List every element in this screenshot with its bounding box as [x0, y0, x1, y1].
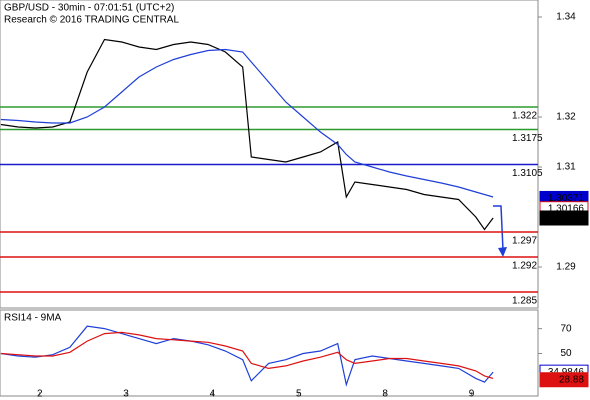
- y-tick-label: 1.34: [556, 12, 576, 23]
- price-label: 28.88: [559, 374, 584, 385]
- level-label: 1.3175: [512, 133, 543, 144]
- series-line: [0, 48, 494, 198]
- price-label: 1.2998: [553, 213, 584, 224]
- y-tick-label: 70: [560, 323, 572, 334]
- rsi-title: RSI14 - 9MA: [4, 313, 62, 324]
- x-tick-label: 4: [210, 389, 216, 400]
- x-tick-label: 9: [469, 389, 475, 400]
- forecast-arrow: [493, 205, 504, 251]
- price-label-box: [539, 372, 589, 388]
- price-label: 1.30166: [548, 203, 585, 214]
- y-tick-label: 50: [560, 348, 572, 359]
- rsi-frame: [0, 309, 539, 397]
- chart-subtitle: Research © 2016 TRADING CENTRAL: [4, 15, 179, 26]
- x-tick-label: 8: [382, 389, 388, 400]
- level-label: 1.285: [512, 296, 537, 307]
- price-label-box: [539, 210, 589, 226]
- series-line: [0, 38, 494, 231]
- level-label: 1.292: [512, 261, 537, 272]
- x-tick-label: 3: [123, 389, 129, 400]
- price-frame: [0, 0, 539, 309]
- y-tick-label: 1.31: [556, 162, 576, 173]
- price-label: 1.30371: [548, 193, 585, 204]
- level-label: 1.297: [512, 236, 537, 247]
- y-tick-label: 1.29: [556, 262, 576, 273]
- series-line: [0, 325, 494, 387]
- x-tick-label: 5: [296, 389, 302, 400]
- forecast-arrowhead: [498, 247, 507, 257]
- y-tick-label: 1.32: [556, 112, 576, 123]
- level-label: 1.322: [512, 111, 537, 122]
- level-label: 1.3105: [512, 168, 543, 179]
- series-line: [0, 331, 494, 379]
- x-tick-label: 2: [37, 389, 43, 400]
- chart-title: GBP/USD - 30min - 07:01:51 (UTC+2): [4, 3, 174, 14]
